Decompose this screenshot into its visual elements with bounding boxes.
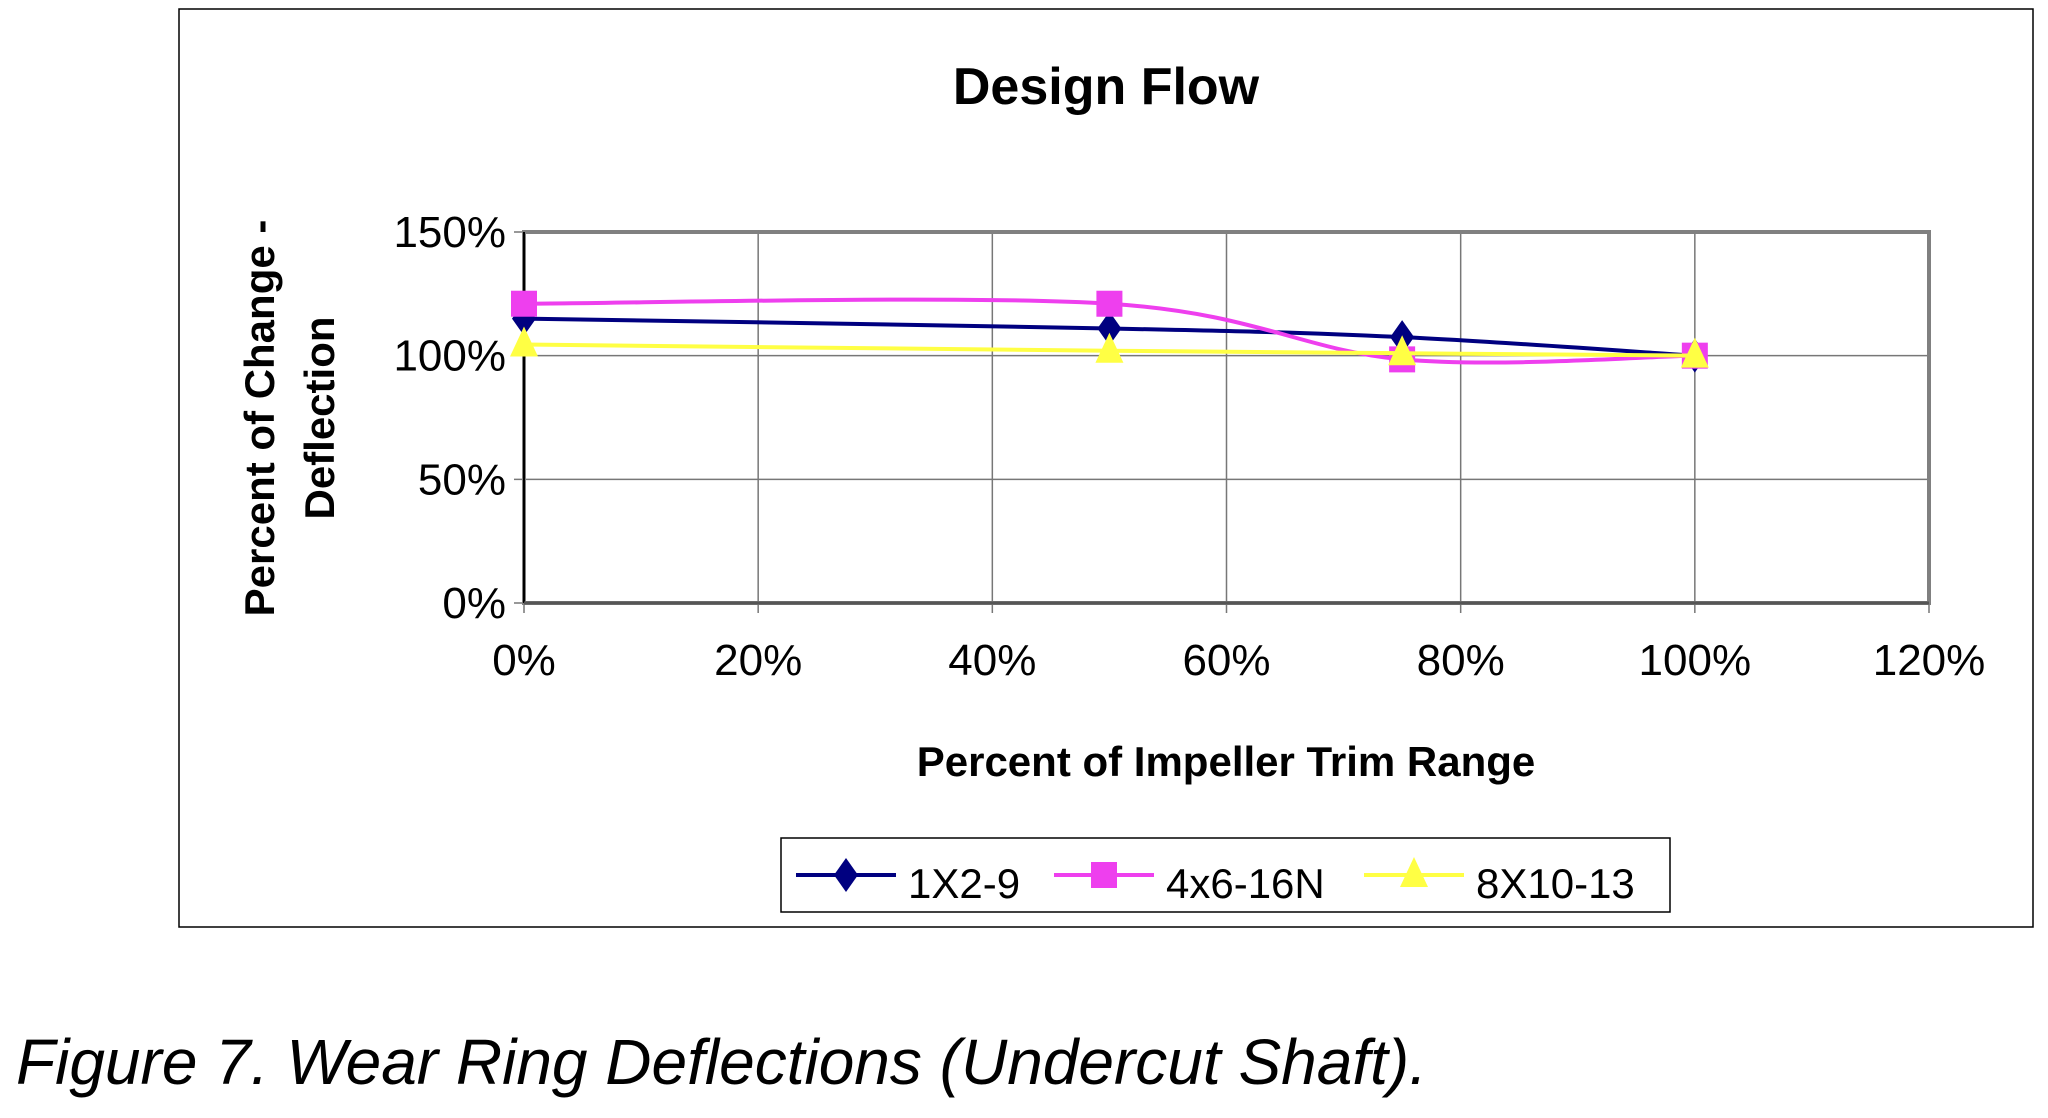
y-tick-label: 50% bbox=[418, 455, 506, 504]
square-marker bbox=[1091, 862, 1117, 888]
x-tick-label: 0% bbox=[492, 636, 556, 685]
series-line bbox=[523, 297, 1695, 365]
series-8X10-13 bbox=[510, 326, 1709, 368]
series-line bbox=[523, 316, 1695, 358]
x-tick-label: 100% bbox=[1639, 636, 1752, 685]
y-tick-label: 100% bbox=[393, 332, 506, 381]
y-axis-label-line1: Percent of Change - bbox=[236, 220, 283, 617]
y-tick-label: 0% bbox=[442, 579, 506, 628]
square-marker bbox=[1096, 290, 1123, 317]
y-axis-label-line2: Deflection bbox=[296, 316, 343, 519]
triangle-marker bbox=[1680, 337, 1709, 368]
triangle-marker bbox=[1400, 857, 1428, 887]
x-tick-label: 20% bbox=[714, 636, 802, 685]
chart-frame bbox=[178, 8, 2034, 928]
chart: Design Flow 0% 20% 40% 60% 80% 100% 120% 0% 50% 1… bbox=[178, 8, 2034, 928]
diamond-marker bbox=[834, 858, 858, 892]
triangle-marker bbox=[1095, 332, 1124, 363]
x-tick-label: 80% bbox=[1417, 636, 1505, 685]
square-marker bbox=[511, 290, 537, 317]
figure-caption: Figure 7. Wear Ring Deflections (Undercu… bbox=[16, 1026, 1427, 1098]
chart-title: Design Flow bbox=[953, 58, 1260, 116]
x-tick-label: 40% bbox=[948, 636, 1036, 685]
legend-box bbox=[780, 837, 1671, 913]
series-line bbox=[523, 342, 1695, 358]
y-tick-label: 150% bbox=[393, 208, 506, 257]
triangle-marker bbox=[1388, 335, 1417, 366]
x-axis-label: Percent of Impeller Trim Range bbox=[917, 738, 1536, 785]
legend-label: 4x6-16N bbox=[1166, 860, 1325, 907]
x-tick-label: 120% bbox=[1873, 636, 1986, 685]
triangle-marker bbox=[510, 326, 538, 357]
legend-label: 8X10-13 bbox=[1476, 860, 1635, 907]
legend-label: 1X2-9 bbox=[908, 860, 1020, 907]
legend: 1X2-9 4x6-16N 8X10-13 bbox=[780, 837, 1671, 913]
x-tick-label: 60% bbox=[1182, 636, 1270, 685]
diamond-marker bbox=[1097, 311, 1122, 346]
